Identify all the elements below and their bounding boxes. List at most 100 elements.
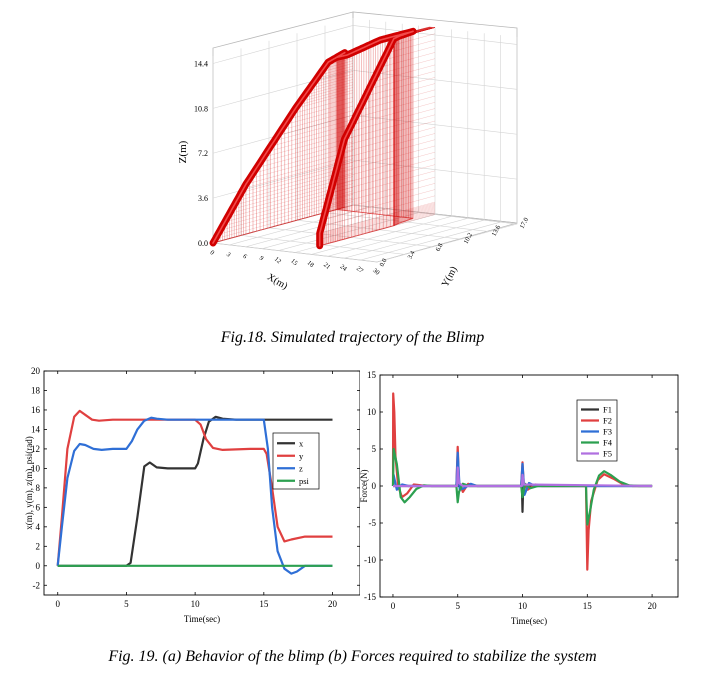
wall-line [344,114,436,140]
z-tick-label: 10.8 [194,104,208,113]
y-tick-label: -2 [33,580,41,590]
wall-line [319,213,436,246]
behavior-chart: 0 5 10 15 20 -2 0 2 4 6 8 10 12 14 16 18 20 Time(sec) x(m)… [24,366,360,624]
wall-line [274,119,354,142]
x-tick-label: 24 [338,263,348,273]
wall-line [347,108,436,133]
wall-line [319,207,436,239]
legend-label: F3 [603,427,612,437]
wall-line [309,76,354,89]
y-tick-label: -5 [369,518,377,528]
wall-line [284,105,354,125]
wall-line [321,195,436,227]
wall-line [319,210,436,243]
legend-label: y [299,451,304,461]
wall-line [256,141,354,169]
wall-line [319,204,436,237]
wall-line [324,183,436,214]
wall-line [372,64,436,83]
wall-line [386,39,436,54]
x-tick-label: 20 [648,601,658,611]
wall-line [311,73,354,86]
x-tick-label: 0 [208,249,215,256]
wall-line [319,211,436,244]
legend-label: F2 [603,416,612,426]
wall-line [365,77,436,97]
wall-line [267,128,354,152]
wall-line [319,208,436,241]
y-tick-label: 15 [367,370,377,380]
y-tick-label: -15 [364,592,376,602]
x-tick-label: 3 [225,251,232,258]
wall-line [314,71,354,83]
y-tick-label: -10 [364,555,376,565]
x-tick-label: 9 [258,255,265,262]
wall-line [333,151,436,180]
wall-line [328,170,436,201]
wall-line [319,212,436,245]
wall-line [319,203,436,236]
x-tick-label: 0 [391,601,396,611]
z-axis-label: Z(m) [177,140,189,163]
wall-line [342,120,436,147]
legend: xyz psi [272,432,320,490]
x-tick-label: 20 [328,599,338,609]
wall-line [277,114,354,136]
floor-projection [212,206,414,247]
y-tick-label: 20 [31,366,41,376]
wall-line [259,137,354,163]
wall-line [339,133,436,160]
y-tick-label: 2 [36,541,41,551]
z-tick-labels: 0.0 3.6 7.2 10.8 14.4 [194,59,208,248]
wall-line [297,89,354,106]
legend-label: F4 [603,438,613,448]
wall-line [316,68,354,79]
wall-line [319,208,436,240]
wall-line [249,150,354,180]
x-tick-label: 5 [124,599,129,609]
x-axis-label: Time(sec) [184,614,220,624]
wall-line [252,145,354,174]
y-tick-label: 8 [36,483,41,493]
y-tick-label: 10.2 [463,232,475,245]
legend-label: psi [299,476,310,486]
y-axis-label: x(m), y(m), z(m), psi(rad) [24,436,34,529]
y-axis-label: Y(m) [440,265,460,289]
wall-line [331,158,436,187]
series-line-z [56,416,333,575]
wall-line [302,84,354,99]
trajectory-3d-plot: 0.0 3.6 7.2 10.8 14.4 0 3 6 9 12 15 18 21 24 27 30 0.0… [177,11,531,292]
y-tick-label: 0 [372,481,377,491]
x-tick-label: 15 [259,599,269,609]
legend-label: F1 [603,405,612,415]
wall-line [358,89,436,111]
x-axis-label: X(m) [265,272,289,292]
y-tick-labels: 0.0 3.4 6.8 10.2 13.6 17.0 [379,217,531,268]
y-tick-label: 12 [31,444,40,454]
z-tick-label: 0.0 [198,239,208,248]
wall-line [361,83,436,104]
y-tick-label: 17.0 [519,217,531,230]
wall-line [288,101,354,120]
x-tick-label: 21 [322,261,331,271]
y-tick-label: 4 [36,522,41,532]
y-tick-label: 0 [36,561,41,571]
x-tick-label: 0 [55,599,60,609]
x-tick-labels: 0 3 6 9 12 15 18 21 24 27 30 [208,249,380,276]
y-tick-label: 18 [31,385,41,395]
wall-line [337,139,436,167]
legend-label: x [299,438,304,448]
wall-line [330,164,436,194]
y-tick-label: 6.8 [435,242,445,252]
wall-line [307,79,354,93]
y-tick-label: 5 [372,444,377,454]
x-tick-label: 15 [583,601,593,611]
x-tick-label: 6 [241,253,249,261]
x-tick-label: 15 [289,258,298,268]
wall-line [354,95,436,119]
y-tick-label: 10 [367,407,377,417]
plot-frame [43,370,360,596]
x-axis-label: Time(sec) [511,616,547,626]
legend-label: z [299,463,303,473]
